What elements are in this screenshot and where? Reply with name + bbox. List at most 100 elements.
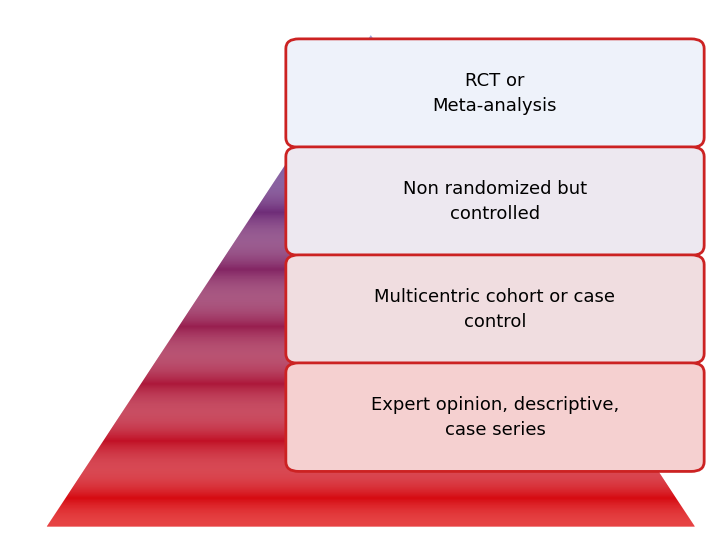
Polygon shape bbox=[232, 245, 510, 246]
Polygon shape bbox=[49, 523, 693, 524]
Polygon shape bbox=[296, 148, 446, 149]
Polygon shape bbox=[341, 80, 401, 82]
Polygon shape bbox=[276, 179, 466, 180]
Polygon shape bbox=[121, 414, 621, 415]
Polygon shape bbox=[89, 462, 652, 463]
Polygon shape bbox=[50, 522, 692, 523]
Polygon shape bbox=[277, 176, 464, 177]
Polygon shape bbox=[94, 455, 648, 456]
Polygon shape bbox=[148, 371, 593, 372]
Polygon shape bbox=[102, 442, 639, 443]
Polygon shape bbox=[131, 398, 611, 399]
Polygon shape bbox=[51, 518, 690, 519]
Polygon shape bbox=[235, 240, 507, 241]
Polygon shape bbox=[354, 60, 388, 62]
Polygon shape bbox=[228, 251, 514, 252]
Polygon shape bbox=[246, 223, 495, 224]
Polygon shape bbox=[191, 307, 551, 308]
Polygon shape bbox=[255, 210, 487, 211]
Polygon shape bbox=[190, 308, 552, 309]
Polygon shape bbox=[194, 302, 548, 303]
Polygon shape bbox=[225, 254, 516, 255]
Polygon shape bbox=[338, 83, 403, 84]
Polygon shape bbox=[176, 329, 565, 330]
Polygon shape bbox=[151, 367, 590, 368]
Polygon shape bbox=[189, 310, 553, 311]
Polygon shape bbox=[272, 184, 469, 185]
Polygon shape bbox=[148, 373, 594, 374]
Polygon shape bbox=[220, 262, 521, 263]
Polygon shape bbox=[65, 498, 677, 499]
Polygon shape bbox=[294, 151, 448, 152]
Polygon shape bbox=[98, 448, 644, 449]
Polygon shape bbox=[243, 228, 498, 229]
Polygon shape bbox=[256, 208, 485, 209]
Polygon shape bbox=[356, 56, 385, 57]
Polygon shape bbox=[102, 441, 639, 442]
Polygon shape bbox=[234, 241, 508, 242]
Polygon shape bbox=[302, 139, 440, 140]
Polygon shape bbox=[94, 454, 647, 455]
Polygon shape bbox=[152, 366, 590, 367]
Polygon shape bbox=[274, 180, 467, 181]
Polygon shape bbox=[328, 99, 413, 100]
Polygon shape bbox=[120, 415, 622, 416]
Polygon shape bbox=[161, 353, 581, 354]
Polygon shape bbox=[363, 46, 379, 47]
Polygon shape bbox=[158, 357, 584, 359]
Polygon shape bbox=[277, 177, 465, 178]
Polygon shape bbox=[67, 495, 675, 496]
Polygon shape bbox=[198, 296, 544, 298]
Polygon shape bbox=[364, 44, 377, 45]
Polygon shape bbox=[127, 404, 615, 406]
Polygon shape bbox=[53, 516, 688, 517]
Polygon shape bbox=[129, 401, 613, 402]
Polygon shape bbox=[331, 94, 410, 95]
Polygon shape bbox=[159, 355, 582, 356]
Polygon shape bbox=[187, 312, 554, 313]
Polygon shape bbox=[245, 225, 497, 226]
Polygon shape bbox=[323, 108, 419, 109]
Polygon shape bbox=[250, 218, 492, 219]
Polygon shape bbox=[78, 478, 664, 480]
Polygon shape bbox=[274, 181, 468, 183]
Polygon shape bbox=[71, 489, 671, 490]
Polygon shape bbox=[284, 167, 459, 168]
Polygon shape bbox=[259, 203, 482, 204]
Polygon shape bbox=[240, 233, 502, 234]
Polygon shape bbox=[247, 222, 495, 223]
Polygon shape bbox=[85, 468, 657, 469]
Polygon shape bbox=[114, 422, 626, 423]
Polygon shape bbox=[306, 132, 436, 133]
FancyBboxPatch shape bbox=[286, 363, 704, 471]
Polygon shape bbox=[350, 65, 392, 66]
Polygon shape bbox=[246, 224, 496, 225]
Polygon shape bbox=[289, 159, 453, 160]
Polygon shape bbox=[210, 279, 532, 280]
Polygon shape bbox=[206, 284, 536, 285]
Polygon shape bbox=[230, 247, 511, 248]
Polygon shape bbox=[69, 492, 672, 493]
Polygon shape bbox=[78, 477, 663, 478]
Polygon shape bbox=[286, 163, 456, 164]
Polygon shape bbox=[205, 286, 536, 287]
Polygon shape bbox=[122, 411, 620, 413]
Polygon shape bbox=[194, 301, 547, 302]
Polygon shape bbox=[343, 76, 399, 77]
Polygon shape bbox=[133, 395, 608, 396]
Polygon shape bbox=[284, 166, 458, 167]
Polygon shape bbox=[107, 434, 634, 435]
Polygon shape bbox=[315, 119, 426, 120]
Polygon shape bbox=[105, 437, 636, 438]
Polygon shape bbox=[292, 153, 449, 154]
Polygon shape bbox=[342, 77, 400, 78]
Polygon shape bbox=[50, 521, 691, 522]
Polygon shape bbox=[287, 162, 455, 163]
Polygon shape bbox=[58, 508, 683, 509]
Polygon shape bbox=[248, 220, 493, 221]
Polygon shape bbox=[140, 385, 602, 386]
Polygon shape bbox=[336, 88, 406, 89]
Polygon shape bbox=[76, 482, 666, 483]
Polygon shape bbox=[170, 339, 572, 340]
Polygon shape bbox=[55, 514, 687, 515]
